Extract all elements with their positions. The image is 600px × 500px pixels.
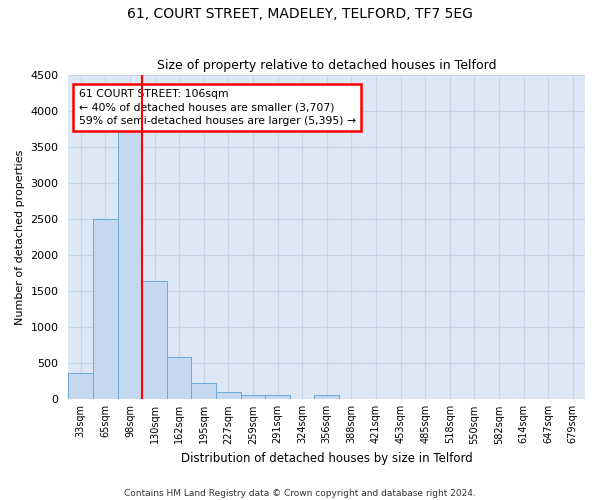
Bar (167, 356, 191, 400)
X-axis label: Distribution of detached houses by size in Telford: Distribution of detached houses by size … (181, 452, 473, 465)
Bar (68, 372, 93, 400)
Bar (216, 392, 241, 400)
Text: Contains HM Land Registry data © Crown copyright and database right 2024.: Contains HM Land Registry data © Crown c… (124, 488, 476, 498)
Y-axis label: Number of detached properties: Number of detached properties (15, 149, 25, 324)
Title: Size of property relative to detached houses in Telford: Size of property relative to detached ho… (157, 59, 496, 72)
Bar (93, 219, 118, 400)
Bar (191, 384, 216, 400)
Bar (118, 130, 142, 400)
Text: 61 COURT STREET: 106sqm
← 40% of detached houses are smaller (3,707)
59% of semi: 61 COURT STREET: 106sqm ← 40% of detache… (79, 89, 356, 126)
Text: 61, COURT STREET, MADELEY, TELFORD, TF7 5EG: 61, COURT STREET, MADELEY, TELFORD, TF7 … (127, 8, 473, 22)
Bar (314, 395, 339, 400)
Bar (142, 281, 167, 400)
Bar (241, 395, 265, 400)
Bar (265, 396, 290, 400)
